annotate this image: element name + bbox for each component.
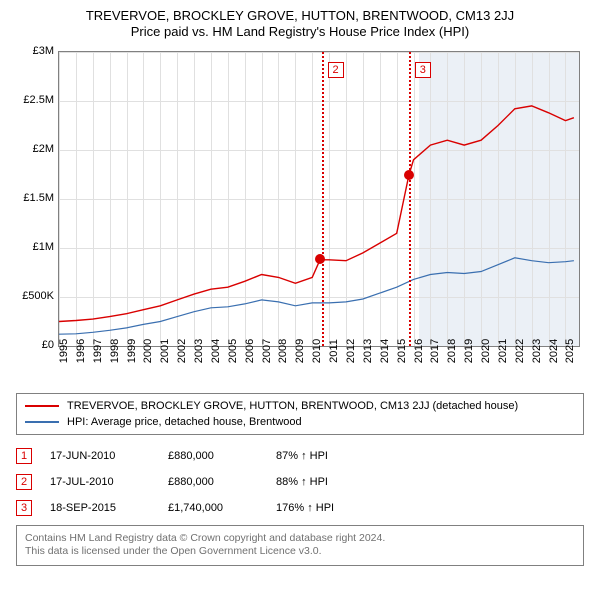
sale-dot <box>315 254 325 264</box>
figure-container: TREVERVOE, BROCKLEY GROVE, HUTTON, BRENT… <box>0 0 600 590</box>
callout-price: £1,740,000 <box>168 502 258 514</box>
chart-area: 23 £0£500K£1M£1.5M£2M£2.5M£3M19951996199… <box>10 47 590 387</box>
legend-swatch-hpi <box>25 421 59 423</box>
callout-marker-label: 3 <box>415 62 431 78</box>
y-axis-label: £3M <box>10 45 54 57</box>
sale-dot <box>404 170 414 180</box>
attribution-footer: Contains HM Land Registry data © Crown c… <box>16 525 584 566</box>
x-axis-label: 2025 <box>564 338 600 362</box>
plot-box: 23 <box>58 51 580 347</box>
callout-price: £880,000 <box>168 450 258 462</box>
callout-price: £880,000 <box>168 476 258 488</box>
callout-date: 17-JUN-2010 <box>50 450 150 462</box>
y-axis-label: £1.5M <box>10 192 54 204</box>
callout-number-3: 3 <box>16 500 32 516</box>
series-svg <box>59 52 579 346</box>
callout-marker-label: 2 <box>328 62 344 78</box>
callout-row: 3 18-SEP-2015 £1,740,000 176% ↑ HPI <box>16 495 584 521</box>
legend-label-hpi: HPI: Average price, detached house, Bren… <box>67 416 302 428</box>
y-axis-label: £2.5M <box>10 94 54 106</box>
title-line-1: TREVERVOE, BROCKLEY GROVE, HUTTON, BRENT… <box>10 8 590 24</box>
y-axis-label: £2M <box>10 143 54 155</box>
legend: TREVERVOE, BROCKLEY GROVE, HUTTON, BRENT… <box>16 393 584 435</box>
series-property <box>59 105 574 321</box>
legend-label-property: TREVERVOE, BROCKLEY GROVE, HUTTON, BRENT… <box>67 400 518 412</box>
legend-row: HPI: Average price, detached house, Bren… <box>25 414 575 430</box>
y-axis-label: £1M <box>10 241 54 253</box>
callout-number-2: 2 <box>16 474 32 490</box>
legend-row: TREVERVOE, BROCKLEY GROVE, HUTTON, BRENT… <box>25 398 575 414</box>
callout-date: 18-SEP-2015 <box>50 502 150 514</box>
callout-row: 2 17-JUL-2010 £880,000 88% ↑ HPI <box>16 469 584 495</box>
title-block: TREVERVOE, BROCKLEY GROVE, HUTTON, BRENT… <box>10 8 590 41</box>
callout-pct: 176% ↑ HPI <box>276 502 376 514</box>
y-axis-label: £0 <box>10 339 54 351</box>
title-line-2: Price paid vs. HM Land Registry's House … <box>10 24 590 40</box>
callout-marker-line <box>409 52 411 346</box>
callout-marker-line <box>322 52 324 346</box>
callout-table: 1 17-JUN-2010 £880,000 87% ↑ HPI 2 17-JU… <box>16 443 584 521</box>
footer-line-2: This data is licensed under the Open Gov… <box>25 545 575 559</box>
callout-date: 17-JUL-2010 <box>50 476 150 488</box>
footer-line-1: Contains HM Land Registry data © Crown c… <box>25 532 575 546</box>
callout-pct: 87% ↑ HPI <box>276 450 376 462</box>
y-axis-label: £500K <box>10 290 54 302</box>
callout-row: 1 17-JUN-2010 £880,000 87% ↑ HPI <box>16 443 584 469</box>
callout-pct: 88% ↑ HPI <box>276 476 376 488</box>
legend-swatch-property <box>25 405 59 407</box>
callout-number-1: 1 <box>16 448 32 464</box>
